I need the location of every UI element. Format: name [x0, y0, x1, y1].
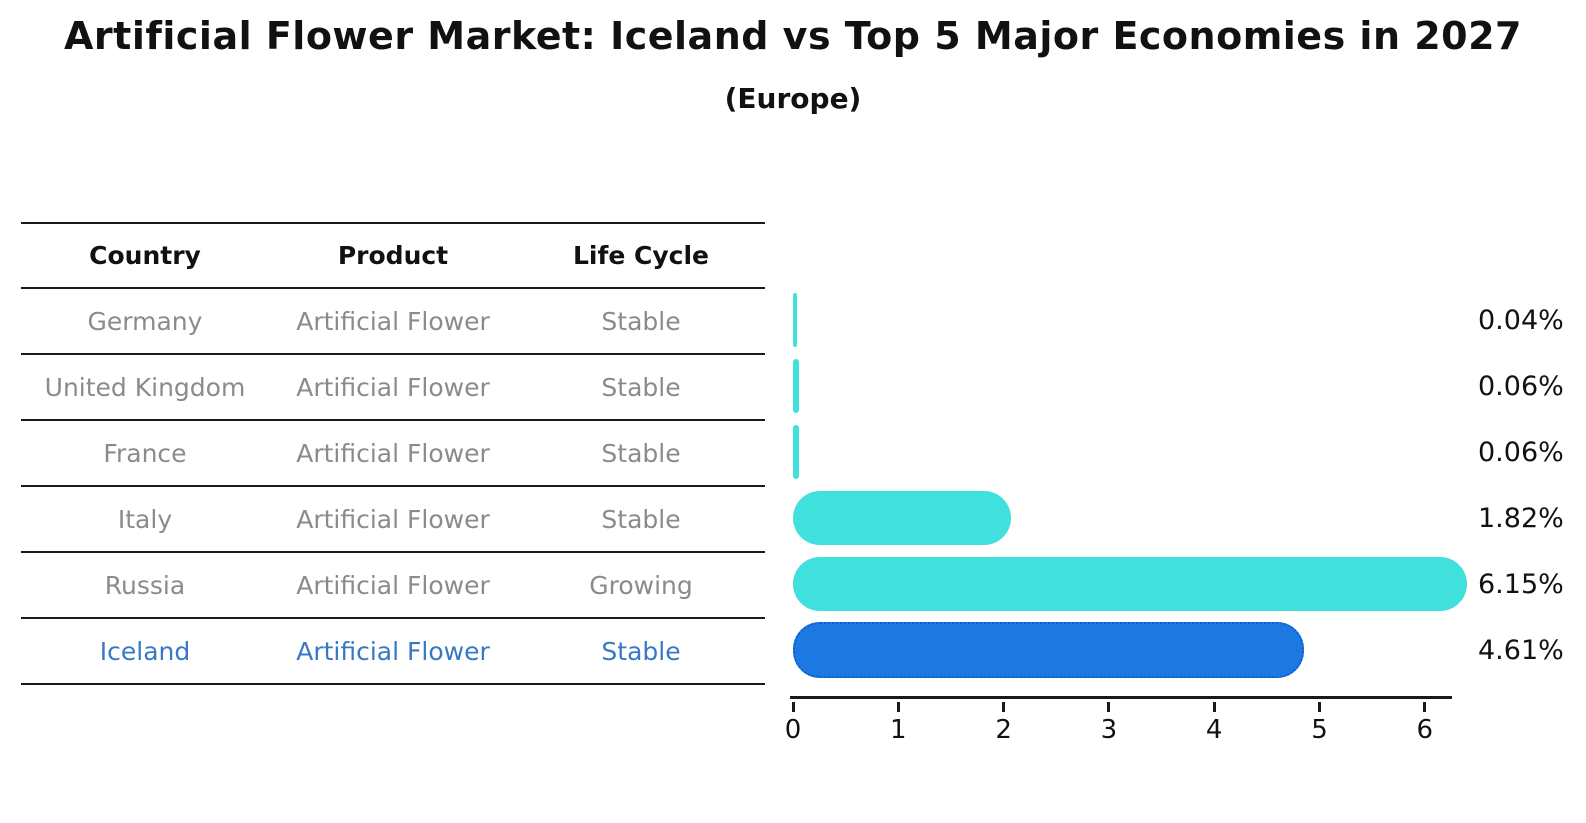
- x-tick: [1107, 702, 1111, 712]
- bar-italy: [793, 491, 1011, 545]
- value-label-row: 1.82%: [1478, 485, 1564, 551]
- bar-row-russia: [793, 551, 1467, 617]
- x-tick: [1002, 702, 1006, 712]
- table-row-italy: Italy Artificial Flower Stable: [21, 487, 765, 553]
- table-cell-life_cycle: Growing: [589, 570, 693, 600]
- bar-row-france: [793, 419, 1453, 485]
- bar-row-italy: [793, 485, 1453, 551]
- x-axis-line: 0 1 2 3 4 5 6: [785, 696, 1452, 745]
- bar-germany: [793, 293, 798, 347]
- table-cell-country: Italy: [117, 504, 173, 534]
- table-cell-country: Russia: [104, 570, 186, 600]
- table-row-iceland: Iceland Artificial Flower Stable: [21, 619, 765, 685]
- value-label-russia: 6.15%: [1478, 568, 1564, 600]
- table-cell-life_cycle: Stable: [601, 306, 681, 336]
- table-cell-life_cycle: Stable: [601, 372, 681, 402]
- value-label-row: 4.61%: [1478, 617, 1564, 683]
- bar-russia: [793, 557, 1467, 611]
- value-label-column: 0.04% 0.06% 0.06% 1.82% 6.15% 4.61%: [1478, 287, 1564, 683]
- table-cell-country: Germany: [87, 306, 203, 336]
- x-tick-label: 6: [1416, 715, 1434, 745]
- table-cell-country: Iceland: [99, 636, 191, 666]
- table-cell-life_cycle: Stable: [601, 438, 681, 468]
- x-tick-label: 0: [784, 715, 802, 745]
- value-label-row: 0.06%: [1478, 353, 1564, 419]
- chart-subtitle: (Europe): [724, 82, 862, 115]
- table-cell-product: Artificial Flower: [296, 504, 490, 534]
- table-row-russia: Russia Artificial Flower Growing: [21, 553, 765, 619]
- x-tick: [1318, 702, 1321, 712]
- bar-row-iceland: [793, 617, 1453, 683]
- table-cell-country: France: [103, 438, 187, 468]
- bars: [793, 287, 1467, 683]
- table-body: Germany Artificial Flower Stable United Kin…: [21, 289, 765, 685]
- table-row-germany: Germany Artificial Flower Stable: [21, 289, 765, 355]
- x-tick-label: 5: [1311, 715, 1328, 745]
- bar-row-united-kingdom: [793, 353, 1453, 419]
- x-tick-label: 2: [995, 715, 1012, 745]
- x-tick: [791, 702, 795, 712]
- value-label-france: 0.06%: [1478, 436, 1564, 468]
- value-label-row: 0.06%: [1478, 419, 1564, 485]
- table-cell-life_cycle: Stable: [601, 636, 681, 666]
- table-cell-product: Artificial Flower: [296, 570, 490, 600]
- table-cell-product: Artificial Flower: [296, 372, 490, 402]
- x-tick: [1423, 702, 1427, 712]
- table-header-cell-product: Product: [337, 241, 449, 270]
- x-tick-label: 4: [1205, 715, 1223, 745]
- table-cell-life_cycle: Stable: [601, 504, 681, 534]
- table-row-france: France Artificial Flower Stable: [21, 421, 765, 487]
- value-label-united-kingdom: 0.06%: [1478, 370, 1564, 402]
- value-label-row: 6.15%: [1478, 551, 1564, 617]
- table-cell-product: Artificial Flower: [296, 306, 490, 336]
- x-tick-label: 3: [1100, 715, 1118, 745]
- bar-plot: 0 1 2 3 4 5 6: [785, 287, 1467, 745]
- bar-iceland: [793, 622, 1305, 678]
- bar-france: [793, 425, 800, 479]
- x-tick: [896, 702, 900, 712]
- value-label-row: 0.04%: [1478, 287, 1564, 353]
- value-label-italy: 1.82%: [1478, 502, 1564, 534]
- table-header-cell-life-cycle: Life Cycle: [572, 241, 710, 270]
- value-label-germany: 0.04%: [1478, 304, 1564, 336]
- table-row-united-kingdom: United Kingdom Artificial Flower Stable: [21, 355, 765, 421]
- table-cell-country: United Kingdom: [44, 372, 246, 402]
- chart-title: Artificial Flower Market: Iceland vs Top…: [64, 14, 1522, 58]
- x-tick-label: 1: [890, 715, 907, 745]
- table-cell-product: Artificial Flower: [296, 438, 490, 468]
- bar-row-germany: [793, 287, 1453, 353]
- x-tick: [1212, 702, 1216, 712]
- value-label-iceland: 4.61%: [1478, 634, 1564, 666]
- table-cell-product: Artificial Flower: [296, 636, 490, 666]
- table-header-cell-country: Country: [89, 241, 201, 270]
- table-header-row: Country Product Life Cycle: [21, 224, 765, 289]
- data-table: Country Product Life Cycle Germany Artifici…: [21, 222, 765, 685]
- bar-united-kingdom: [793, 359, 800, 413]
